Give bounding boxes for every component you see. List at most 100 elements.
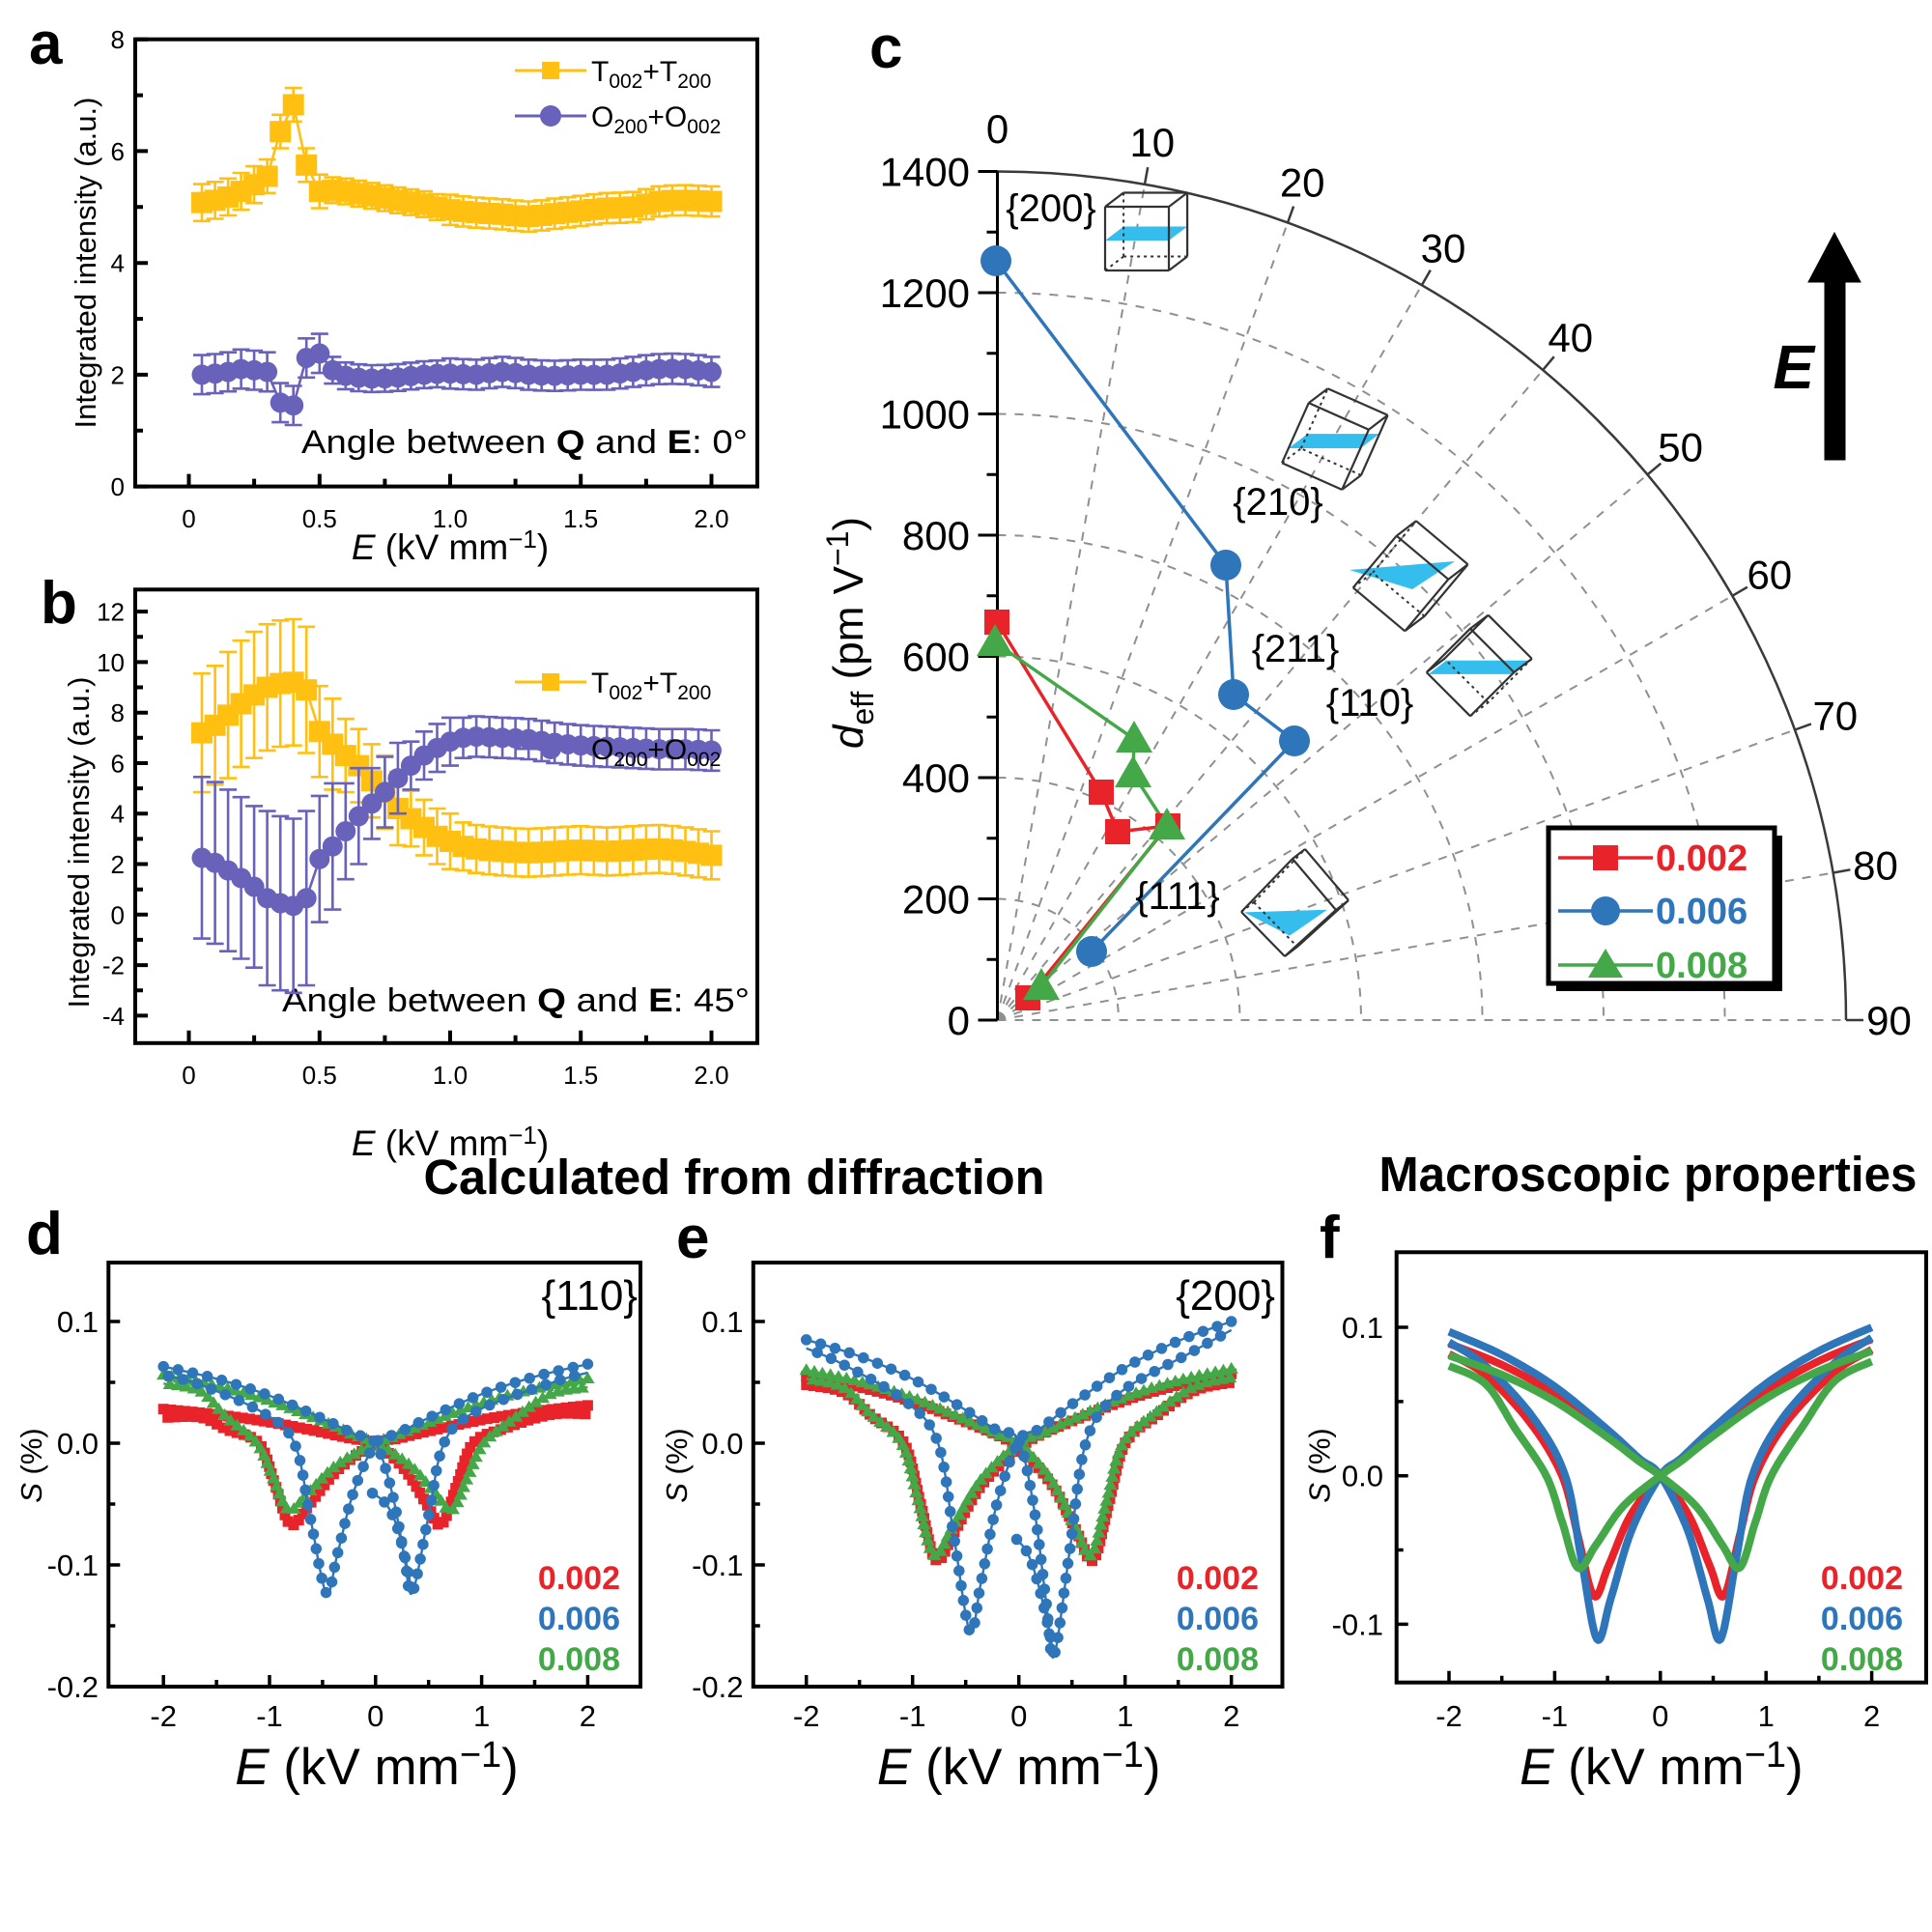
svg-text:0.008: 0.008 — [1656, 946, 1747, 986]
svg-text:-2: -2 — [150, 1699, 177, 1733]
svg-text:600: 600 — [902, 635, 970, 680]
svg-text:-2: -2 — [102, 952, 125, 980]
svg-text:0: 0 — [986, 106, 1009, 152]
svg-text:2: 2 — [1863, 1699, 1880, 1733]
svg-text:Integrated intensity (a.u.): Integrated intensity (a.u.) — [69, 98, 102, 429]
svg-text:90: 90 — [1866, 998, 1912, 1043]
svg-text:-2: -2 — [1435, 1699, 1463, 1733]
svg-text:0.008: 0.008 — [1821, 1641, 1903, 1678]
svg-text:60: 60 — [1747, 553, 1792, 598]
svg-text:{200}: {200} — [1006, 187, 1095, 230]
svg-text:0.5: 0.5 — [302, 504, 337, 533]
svg-text:{110}: {110} — [1326, 682, 1414, 724]
svg-text:Macroscopic properties: Macroscopic properties — [1379, 1147, 1918, 1202]
svg-text:0.002: 0.002 — [1177, 1560, 1259, 1597]
svg-text:6: 6 — [111, 137, 125, 166]
svg-text:S (%): S (%) — [14, 1428, 48, 1503]
svg-text:0.0: 0.0 — [1342, 1460, 1383, 1493]
svg-text:-0.2: -0.2 — [692, 1670, 743, 1704]
svg-text:S (%): S (%) — [1303, 1428, 1337, 1503]
svg-text:-0.1: -0.1 — [1332, 1607, 1383, 1641]
svg-text:0.1: 0.1 — [1342, 1311, 1383, 1345]
svg-text:2.0: 2.0 — [694, 1061, 728, 1090]
svg-text:2: 2 — [580, 1699, 596, 1733]
svg-text:0.1: 0.1 — [57, 1305, 99, 1339]
svg-text:2: 2 — [111, 360, 125, 389]
svg-text:1000: 1000 — [880, 392, 970, 438]
svg-text:0.006: 0.006 — [1177, 1601, 1259, 1637]
svg-text:{210}: {210} — [1233, 481, 1322, 524]
svg-text:-0.1: -0.1 — [692, 1548, 743, 1582]
svg-text:0: 0 — [948, 998, 970, 1043]
svg-text:50: 50 — [1658, 425, 1703, 470]
svg-text:30: 30 — [1421, 226, 1466, 271]
svg-text:0.006: 0.006 — [538, 1601, 620, 1637]
svg-text:-1: -1 — [1542, 1699, 1569, 1733]
svg-text:{211}: {211} — [1252, 628, 1340, 670]
svg-text:200: 200 — [902, 877, 970, 923]
svg-text:E: E — [1773, 332, 1816, 402]
svg-text:0: 0 — [111, 472, 125, 501]
svg-text:E (kV mm−1): E (kV mm−1) — [352, 1121, 549, 1163]
svg-text:1.0: 1.0 — [433, 1061, 468, 1090]
svg-text:0.5: 0.5 — [302, 1061, 337, 1090]
svg-text:40: 40 — [1548, 315, 1593, 360]
svg-text:-1: -1 — [256, 1699, 283, 1733]
svg-text:1.0: 1.0 — [433, 504, 468, 533]
svg-text:400: 400 — [902, 755, 970, 801]
svg-text:f: f — [1320, 1205, 1340, 1271]
svg-text:8: 8 — [111, 698, 125, 727]
svg-text:1: 1 — [1758, 1699, 1775, 1733]
svg-text:2: 2 — [111, 850, 125, 879]
svg-text:{200}: {200} — [1176, 1272, 1275, 1320]
svg-text:0: 0 — [182, 504, 195, 533]
svg-text:b: b — [41, 570, 77, 637]
svg-text:2.0: 2.0 — [694, 504, 728, 533]
svg-text:1.5: 1.5 — [563, 504, 598, 533]
svg-text:1400: 1400 — [880, 150, 970, 195]
svg-text:{110}: {110} — [541, 1272, 638, 1320]
svg-text:0.008: 0.008 — [538, 1641, 620, 1678]
svg-text:-1: -1 — [899, 1699, 926, 1733]
svg-text:Calculated from diffraction: Calculated from diffraction — [424, 1150, 1045, 1205]
svg-text:10: 10 — [97, 648, 125, 677]
svg-text:1.5: 1.5 — [563, 1061, 598, 1090]
svg-text:0.006: 0.006 — [1656, 892, 1747, 932]
svg-text:S (%): S (%) — [660, 1428, 694, 1503]
svg-text:d: d — [26, 1201, 63, 1267]
svg-text:6: 6 — [111, 750, 125, 779]
svg-text:Integrated intensity (a.u.): Integrated intensity (a.u.) — [62, 677, 96, 1009]
svg-text:80: 80 — [1853, 843, 1898, 889]
svg-text:2: 2 — [1223, 1699, 1239, 1733]
svg-text:1: 1 — [1117, 1699, 1133, 1733]
svg-text:0.0: 0.0 — [57, 1427, 99, 1461]
svg-text:4: 4 — [111, 249, 125, 278]
svg-text:{111}: {111} — [1135, 875, 1220, 918]
svg-text:0: 0 — [1652, 1699, 1668, 1733]
svg-text:-2: -2 — [793, 1699, 820, 1733]
svg-text:-4: -4 — [102, 1002, 125, 1031]
svg-text:0.006: 0.006 — [1821, 1601, 1903, 1637]
svg-text:12: 12 — [97, 598, 125, 627]
svg-text:-0.1: -0.1 — [47, 1548, 99, 1582]
svg-text:a: a — [29, 11, 63, 77]
svg-text:0.0: 0.0 — [701, 1427, 743, 1461]
svg-text:1: 1 — [473, 1699, 490, 1733]
svg-text:e: e — [676, 1205, 709, 1271]
svg-text:deff (pm V−1): deff (pm V−1) — [820, 517, 880, 749]
svg-text:10: 10 — [1129, 120, 1175, 165]
svg-text:0.008: 0.008 — [1177, 1641, 1259, 1678]
svg-text:0: 0 — [111, 900, 125, 929]
svg-text:70: 70 — [1812, 693, 1858, 738]
svg-text:0.1: 0.1 — [701, 1305, 743, 1339]
svg-text:800: 800 — [902, 513, 970, 558]
svg-text:0: 0 — [1010, 1699, 1027, 1733]
svg-text:E (kV mm−1): E (kV mm−1) — [1520, 1735, 1804, 1796]
svg-text:0: 0 — [367, 1699, 384, 1733]
svg-text:8: 8 — [111, 25, 125, 54]
svg-text:-0.2: -0.2 — [47, 1670, 99, 1704]
svg-text:0: 0 — [182, 1061, 195, 1090]
svg-text:0.002: 0.002 — [538, 1560, 620, 1597]
svg-text:1200: 1200 — [880, 270, 970, 316]
svg-text:Angle between Q and E: 45°: Angle between Q and E: 45° — [282, 982, 750, 1019]
